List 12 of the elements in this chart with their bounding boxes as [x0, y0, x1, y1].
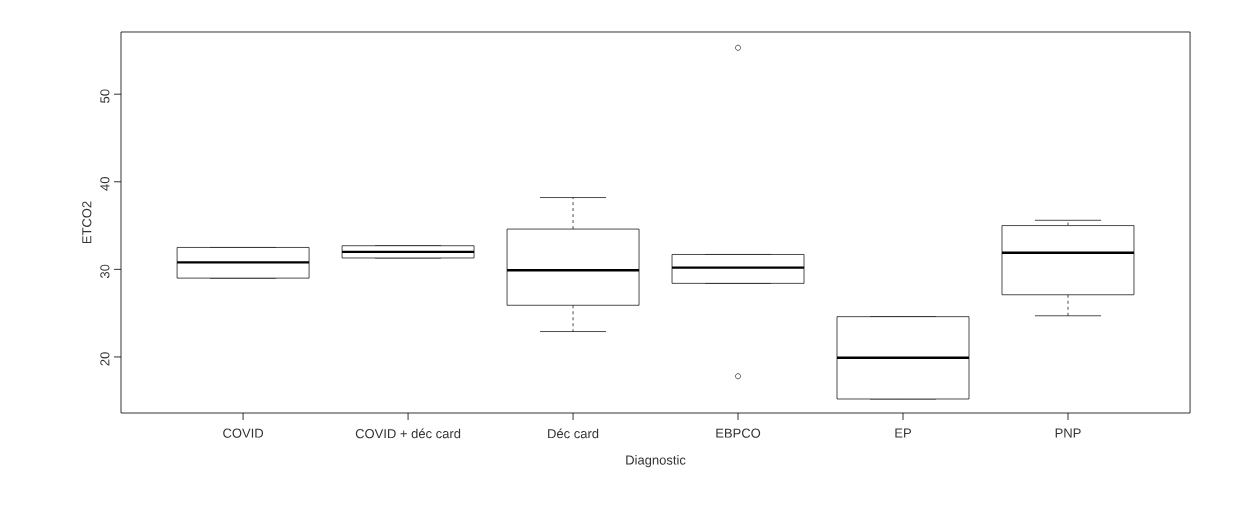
x-axis-title: Diagnostic	[626, 455, 686, 468]
x-tick-label: COVID	[223, 428, 264, 438]
x-tick-label: Déc card	[548, 428, 599, 439]
x-tick-label: PNP	[1055, 428, 1081, 438]
y-tick-label: 40	[100, 177, 110, 191]
x-tick-label: EP	[895, 428, 911, 438]
x-tick-label: COVID + déc card	[355, 428, 461, 439]
y-tick-label: 20	[100, 352, 110, 366]
y-axis-title: ETCO2	[82, 201, 92, 244]
y-tick-label: 30	[100, 264, 110, 279]
x-tick-label: EBPCO	[716, 428, 761, 438]
y-tick-label: 50	[100, 89, 110, 103]
